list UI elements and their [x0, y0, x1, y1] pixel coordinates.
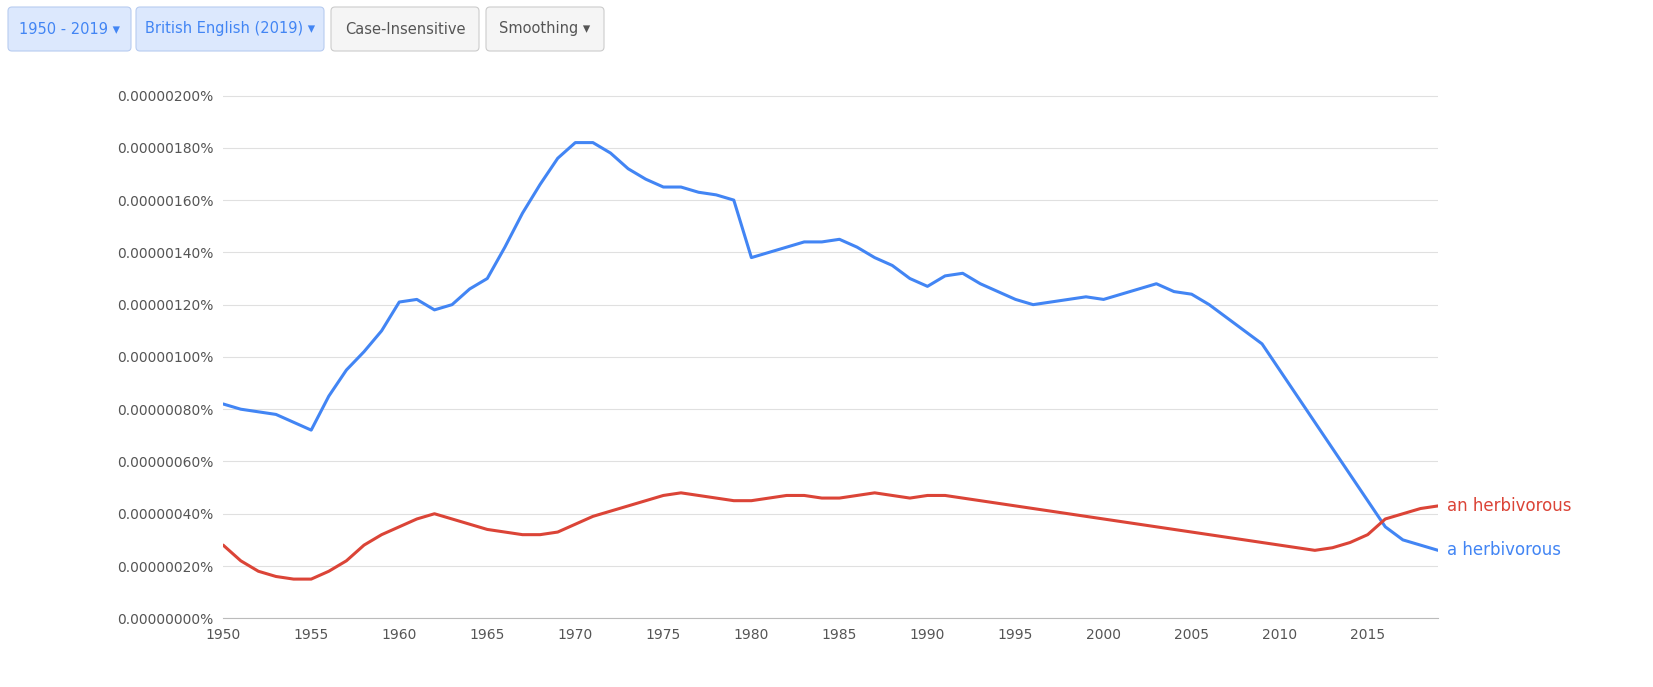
- Text: British English (2019) ▾: British English (2019) ▾: [145, 21, 316, 36]
- Text: a herbivorous: a herbivorous: [1446, 541, 1560, 559]
- FancyBboxPatch shape: [8, 7, 131, 51]
- Text: an herbivorous: an herbivorous: [1446, 497, 1572, 515]
- FancyBboxPatch shape: [331, 7, 479, 51]
- Text: Case-Insensitive: Case-Insensitive: [345, 21, 464, 36]
- Text: Smoothing ▾: Smoothing ▾: [499, 21, 590, 36]
- FancyBboxPatch shape: [136, 7, 324, 51]
- FancyBboxPatch shape: [486, 7, 603, 51]
- Text: 1950 - 2019 ▾: 1950 - 2019 ▾: [18, 21, 121, 36]
